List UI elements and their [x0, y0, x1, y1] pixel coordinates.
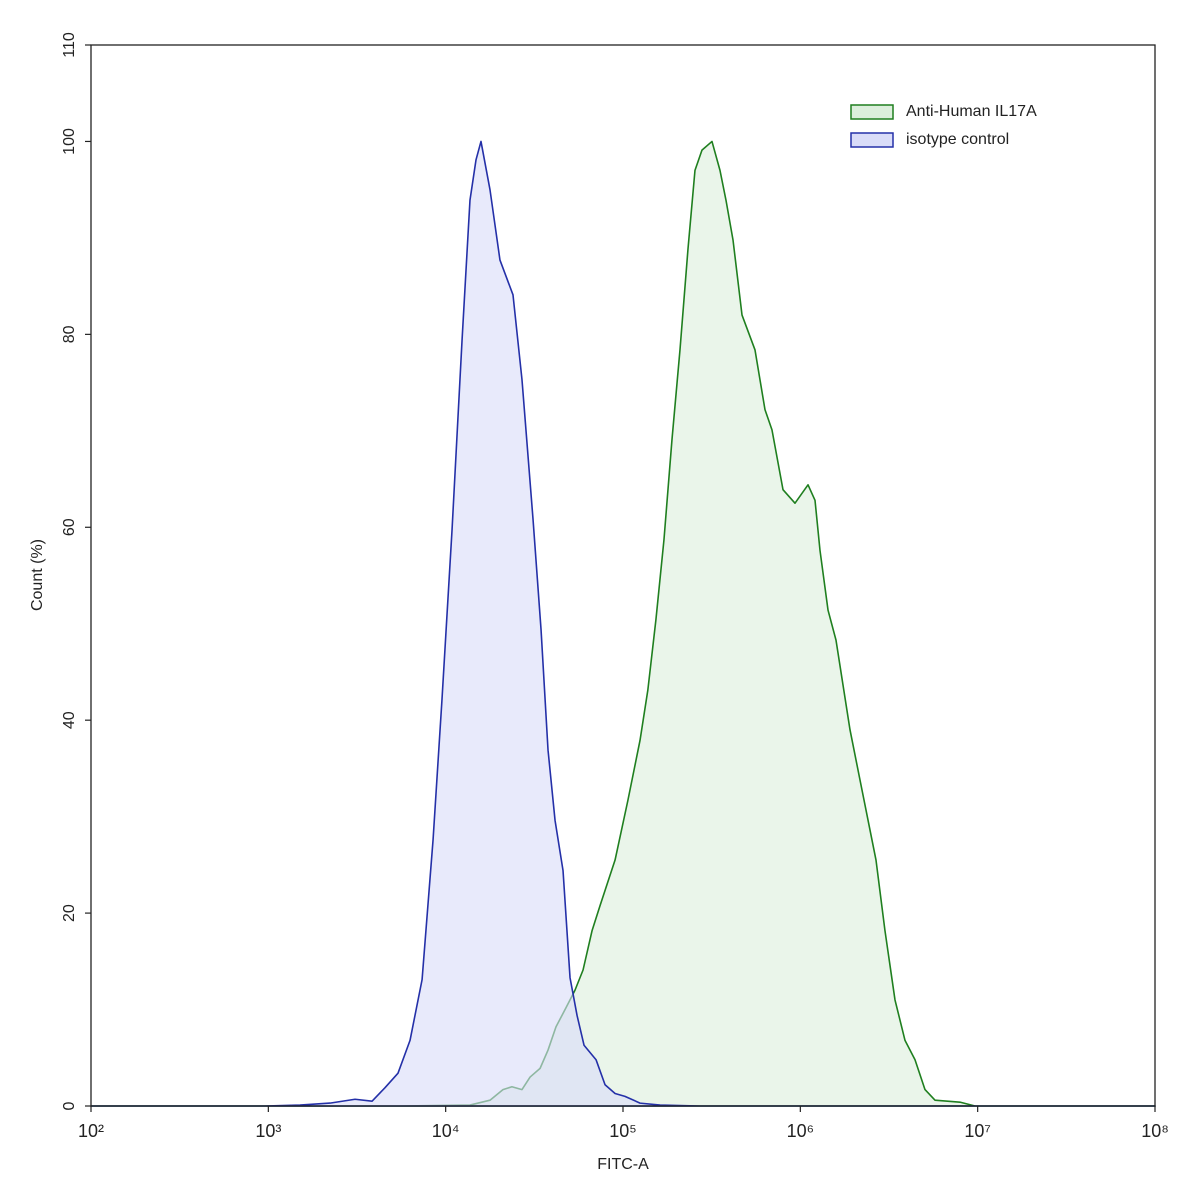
y-tick-label: 100 — [61, 128, 78, 155]
y-tick-label: 80 — [61, 325, 78, 343]
x-tick-label: 10⁸ — [1141, 1121, 1169, 1141]
x-axis-title: FITC-A — [597, 1156, 649, 1173]
legend-label: isotype control — [906, 131, 1009, 148]
plot-area — [90, 140, 1156, 1107]
x-tick-label: 10⁶ — [787, 1121, 814, 1141]
y-tick-label: 0 — [61, 1101, 78, 1110]
x-tick-label: 10² — [78, 1121, 104, 1141]
y-tick-label: 40 — [61, 711, 78, 729]
x-tick-label: 10³ — [255, 1121, 281, 1141]
x-tick-label: 10⁷ — [964, 1121, 991, 1141]
y-tick-label: 60 — [61, 518, 78, 536]
y-tick-label: 20 — [61, 904, 78, 922]
x-tick-label: 10⁴ — [432, 1121, 460, 1141]
y-axis-title: Count (%) — [29, 539, 46, 611]
histogram-area — [90, 140, 1156, 1107]
legend-swatch — [850, 104, 894, 120]
legend-label: Anti-Human IL17A — [906, 103, 1037, 120]
x-tick-label: 10⁵ — [609, 1121, 636, 1141]
legend-swatch — [850, 132, 894, 148]
y-tick-label: 110 — [61, 32, 78, 58]
